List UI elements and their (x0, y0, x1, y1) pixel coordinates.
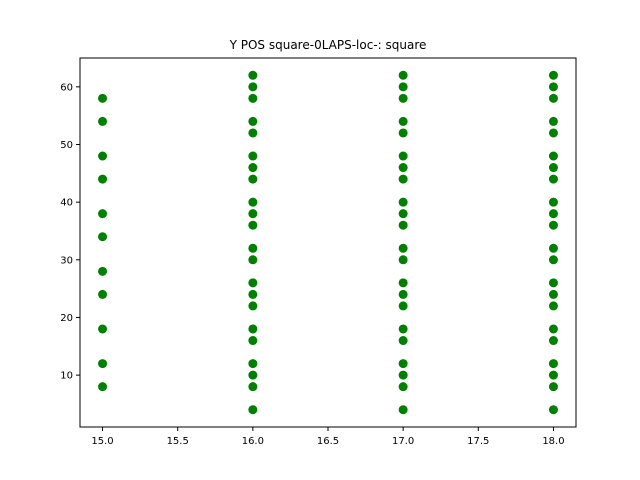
data-point (98, 174, 108, 184)
data-point (548, 324, 558, 334)
data-point (248, 255, 258, 265)
data-point (548, 405, 558, 415)
y-tick-label: 10 (60, 371, 73, 382)
data-point (548, 370, 558, 380)
data-point (548, 220, 558, 230)
data-point (548, 359, 558, 369)
x-tick-label: 16.5 (317, 436, 339, 447)
data-point (548, 289, 558, 299)
data-point (248, 93, 258, 103)
data-point (548, 243, 558, 253)
x-tick-label: 18.0 (542, 436, 564, 447)
x-tick-label: 16.0 (242, 436, 264, 447)
y-tick-label: 30 (60, 255, 73, 266)
data-point (398, 370, 408, 380)
x-tick-label: 17.5 (467, 436, 489, 447)
data-point (398, 70, 408, 80)
data-point (548, 278, 558, 288)
data-point (248, 70, 258, 80)
data-point (248, 243, 258, 253)
data-point (398, 255, 408, 265)
data-point (548, 82, 558, 92)
y-axis: 10 20 30 40 50 60 (60, 82, 80, 382)
data-point (248, 301, 258, 311)
data-point (248, 151, 258, 161)
chart-title: Y POS square-0LAPS-loc-: square (229, 38, 427, 52)
data-point (98, 289, 108, 299)
data-point (248, 370, 258, 380)
data-point (548, 255, 558, 265)
data-point (98, 266, 108, 276)
data-point (248, 197, 258, 207)
x-tick-label: 15.0 (91, 436, 113, 447)
x-tick-label: 15.5 (167, 436, 189, 447)
data-point (248, 278, 258, 288)
y-tick-label: 60 (60, 82, 73, 93)
data-point (548, 151, 558, 161)
data-point (98, 151, 108, 161)
data-point (398, 301, 408, 311)
data-point (398, 197, 408, 207)
data-point (548, 336, 558, 346)
data-point (398, 220, 408, 230)
data-point (398, 174, 408, 184)
data-point (248, 116, 258, 126)
data-point (548, 70, 558, 80)
data-point (98, 324, 108, 334)
data-point (548, 93, 558, 103)
data-point (398, 289, 408, 299)
data-point (548, 197, 558, 207)
x-tick-label: 17.0 (392, 436, 414, 447)
data-point (248, 382, 258, 392)
data-point (398, 151, 408, 161)
data-point (548, 128, 558, 138)
data-point (398, 324, 408, 334)
data-point (548, 382, 558, 392)
x-axis: 15.0 15.5 16.0 16.5 17.0 17.5 18.0 (91, 427, 565, 447)
data-point (248, 289, 258, 299)
data-point (398, 82, 408, 92)
data-point (98, 116, 108, 126)
points-layer (98, 70, 558, 415)
data-point (548, 209, 558, 219)
data-point (98, 382, 108, 392)
data-point (398, 278, 408, 288)
data-point (248, 220, 258, 230)
data-point (248, 128, 258, 138)
data-point (248, 336, 258, 346)
data-point (398, 336, 408, 346)
data-point (248, 405, 258, 415)
data-point (98, 232, 108, 242)
data-point (98, 209, 108, 219)
data-point (98, 359, 108, 369)
data-point (548, 163, 558, 173)
y-tick-label: 40 (60, 198, 73, 209)
y-tick-label: 50 (60, 140, 73, 151)
data-point (398, 359, 408, 369)
data-point (398, 163, 408, 173)
data-point (248, 359, 258, 369)
y-tick-label: 20 (60, 313, 73, 324)
data-point (398, 93, 408, 103)
data-point (548, 301, 558, 311)
data-point (398, 405, 408, 415)
data-point (398, 243, 408, 253)
data-point (398, 209, 408, 219)
data-point (398, 382, 408, 392)
data-point (248, 209, 258, 219)
data-point (548, 174, 558, 184)
data-point (248, 174, 258, 184)
data-point (248, 163, 258, 173)
data-point (398, 116, 408, 126)
data-point (398, 128, 408, 138)
data-point (248, 324, 258, 334)
data-point (248, 82, 258, 92)
data-point (98, 93, 108, 103)
data-point (548, 116, 558, 126)
